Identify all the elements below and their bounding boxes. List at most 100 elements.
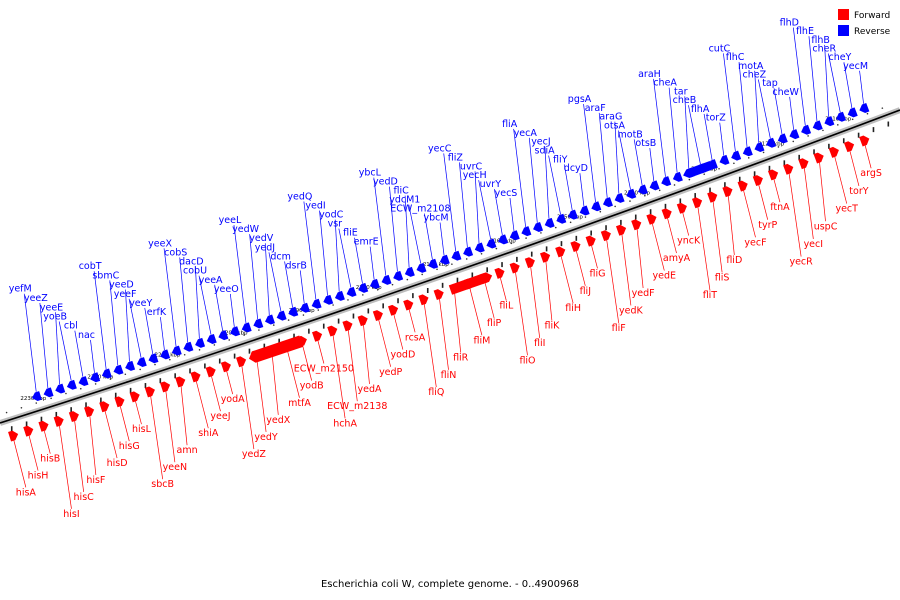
reverse-gene-leader: [598, 112, 608, 198]
ruler-dot: [213, 344, 216, 346]
ruler-dot: [154, 363, 156, 366]
ruler-dot: [124, 373, 127, 376]
ruler-tick: [471, 272, 474, 278]
forward-gene-leader: [28, 435, 39, 471]
reverse-gene-label: yeeL: [219, 215, 242, 226]
ruler-dot: [198, 349, 201, 351]
forward-gene-leader: [575, 250, 586, 286]
reverse-gene-arrow: [160, 349, 171, 360]
reverse-gene-label: dacD: [179, 257, 203, 268]
reverse-gene-label: otsB: [635, 138, 656, 149]
reverse-gene-label: araH: [638, 69, 661, 80]
reverse-gene-leader: [109, 280, 119, 366]
forward-gene-arrow: [38, 420, 49, 432]
reverse-gene-leader: [39, 302, 49, 389]
reverse-gene-arrow: [824, 116, 835, 127]
forward-gene-label: hisD: [107, 458, 128, 469]
reverse-gene-leader: [509, 197, 515, 232]
reverse-gene-leader: [424, 213, 433, 260]
ruler-tick: [322, 323, 325, 329]
ruler-tick: [40, 416, 43, 422]
ruler-dot: [109, 378, 112, 380]
ruler-dot: [391, 283, 394, 286]
forward-gene-arrow: [53, 416, 64, 427]
reverse-gene-arrow: [241, 322, 252, 333]
reverse-gene-label: uvrC: [460, 161, 483, 172]
forward-gene-arrow: [418, 294, 429, 306]
forward-gene-leader: [667, 217, 677, 254]
reverse-gene-label: fliY: [553, 154, 568, 165]
reverse-gene-leader: [23, 293, 37, 392]
forward-gene-label: torY: [849, 186, 868, 197]
forward-gene-label: uspC: [814, 221, 838, 232]
ruler-dot: [569, 221, 572, 224]
forward-gene-leader: [697, 206, 711, 291]
forward-gene-arrow: [752, 175, 763, 187]
forward-gene-arrow: [403, 299, 414, 311]
reverse-gene-leader: [439, 222, 445, 256]
reverse-gene-label: erfK: [147, 307, 167, 318]
reverse-gene-label: yedV: [249, 233, 273, 244]
reverse-gene-leader: [773, 88, 783, 135]
reverse-gene-arrow: [777, 133, 788, 144]
reverse-gene-leader: [214, 284, 224, 331]
reverse-gene-label: yedW: [232, 224, 259, 235]
forward-gene-label: fliQ: [428, 387, 444, 398]
ruler-dot: [792, 140, 795, 143]
ruler-tick: [352, 313, 355, 319]
tick-label: 2140 kbp: [624, 191, 650, 197]
ruler-dot: [747, 157, 750, 159]
ruler-dot: [20, 406, 23, 409]
reverse-gene-arrow: [276, 310, 287, 321]
reverse-gene-arrow: [731, 150, 742, 161]
reverse-gene-leader: [369, 246, 375, 280]
forward-gene-label: amn: [177, 445, 198, 456]
ruler-dot: [658, 189, 661, 192]
reverse-gene-arrow: [125, 360, 136, 371]
forward-gene-label: fliS: [715, 272, 730, 283]
reverse-gene-label: yedD: [373, 177, 398, 188]
ruler-dot: [599, 210, 602, 213]
reverse-gene-leader: [179, 257, 189, 343]
ruler-tick: [144, 383, 147, 389]
forward-gene-label: fliG: [590, 268, 606, 279]
reverse-gene-leader: [583, 104, 596, 203]
forward-gene-leader: [256, 360, 267, 433]
forward-gene-leader: [150, 396, 164, 480]
reverse-gene-arrow: [789, 129, 800, 140]
ruler-tick: [204, 363, 206, 369]
reverse-gene-label: yecS: [495, 188, 518, 199]
forward-gene-arrow: [129, 391, 140, 403]
reverse-gene-arrow: [253, 318, 264, 329]
legend-forward-swatch: [838, 9, 849, 20]
reverse-gene-arrow: [602, 197, 613, 208]
ruler-dot: [436, 268, 438, 271]
reverse-gene-arrow: [66, 379, 77, 390]
reverse-gene-leader: [319, 210, 328, 296]
reverse-gene-leader: [303, 201, 317, 300]
forward-gene-arrow: [144, 386, 155, 398]
forward-gene-arrow: [190, 371, 201, 383]
reverse-gene-arrow: [614, 192, 625, 203]
reverse-gene-leader: [299, 270, 305, 304]
forward-gene-leader: [271, 355, 279, 415]
reverse-gene-arrow-long: [683, 160, 713, 178]
gene-labels: yecMcheYcheRflhBflhEflhDcheWtapcheZmotAf…: [9, 18, 882, 520]
forward-gene-arrow: [205, 366, 216, 378]
reverse-gene-arrow: [544, 217, 555, 228]
reverse-gene-label: yedQ: [287, 192, 312, 203]
forward-gene-label: hisF: [86, 475, 105, 486]
reverse-gene-arrow: [474, 242, 485, 253]
forward-gene-arrow: [342, 320, 353, 332]
ruler-dot: [79, 387, 82, 390]
ruler-dot: [822, 129, 824, 132]
reverse-gene-arrow: [381, 274, 392, 285]
reverse-gene-label: flhA: [691, 104, 710, 115]
forward-gene-leader: [515, 272, 528, 356]
reverse-gene-arrow: [556, 213, 567, 224]
reverse-gene-arrow: [334, 290, 345, 301]
reverse-gene-label: ybcM: [424, 212, 449, 223]
reverse-gene-label: yeeO: [214, 284, 239, 295]
reverse-gene-arrow: [579, 205, 590, 216]
forward-gene-leader: [545, 261, 553, 321]
